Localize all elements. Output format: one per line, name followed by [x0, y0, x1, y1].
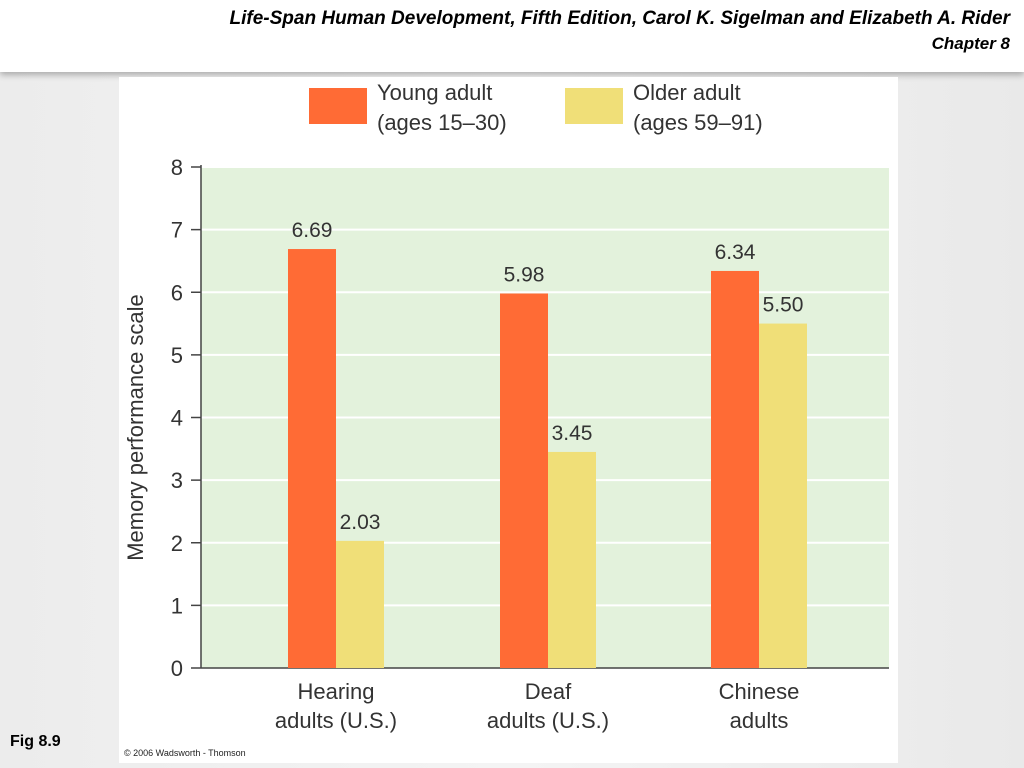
slide-header: Life-Span Human Development, Fifth Editi…	[0, 0, 1024, 72]
bar	[548, 451, 596, 668]
bar	[711, 270, 759, 668]
category-label: adults	[730, 708, 789, 733]
y-tick-label: 7	[171, 218, 183, 243]
y-tick-label: 4	[171, 406, 183, 431]
category-label: adults (U.S.)	[275, 708, 397, 733]
bar-value-label: 5.98	[504, 264, 545, 287]
figure-label: Fig 8.9	[10, 733, 61, 750]
memory-performance-bar-chart: 0 1 2 3 4 5 6 7 8 Memory performance scale 6.69 5.9…	[123, 80, 889, 733]
y-axis-title: Memory performance scale	[123, 294, 148, 561]
bar	[336, 540, 384, 668]
category-label: Hearing	[297, 679, 374, 704]
legend-label: (ages 15–30)	[377, 110, 507, 135]
legend-swatch	[309, 88, 367, 124]
y-tick-label: 1	[171, 593, 183, 618]
chapter-label: Chapter 8	[931, 34, 1010, 53]
bar	[500, 293, 548, 668]
category-label: adults (U.S.)	[487, 708, 609, 733]
bar-value-label: 5.50	[763, 294, 804, 317]
y-tick-label: 6	[171, 280, 183, 305]
bar	[288, 249, 336, 668]
y-tick-label: 2	[171, 531, 183, 556]
y-tick-label: 0	[171, 656, 183, 681]
bar-value-label: 3.45	[552, 422, 593, 445]
book-title: Life-Span Human Development, Fifth Editi…	[229, 8, 1010, 29]
legend-label: Older adult	[633, 80, 741, 105]
y-tick-label: 5	[171, 343, 183, 368]
y-tick-label: 8	[171, 155, 183, 180]
bar	[759, 323, 807, 668]
category-label: Deaf	[525, 679, 572, 704]
bar-value-label: 6.34	[715, 241, 756, 264]
figure-panel: 0 1 2 3 4 5 6 7 8 Memory performance scale 6.69 5.9…	[119, 77, 898, 763]
bar-value-label: 2.03	[340, 511, 381, 534]
y-tick-label: 3	[171, 468, 183, 493]
copyright-notice: © 2006 Wadsworth - Thomson	[124, 748, 246, 758]
category-label: Chinese	[719, 679, 800, 704]
legend-label: (ages 59–91)	[633, 110, 763, 135]
legend-label: Young adult	[377, 80, 492, 105]
legend-swatch	[565, 88, 623, 124]
bar-value-label: 6.69	[292, 219, 333, 242]
